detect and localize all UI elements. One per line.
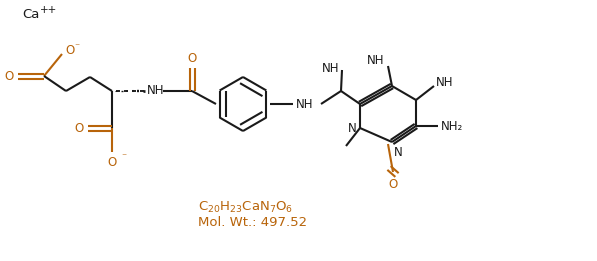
- Text: NH: NH: [367, 55, 384, 68]
- Text: Mol. Wt.: 497.52: Mol. Wt.: 497.52: [198, 216, 307, 228]
- Text: O: O: [389, 178, 398, 191]
- Text: ⁻: ⁻: [121, 152, 126, 162]
- Text: O: O: [5, 69, 14, 82]
- Text: O: O: [75, 122, 84, 134]
- Text: O: O: [187, 52, 196, 65]
- Text: C$_{20}$H$_{23}$CaN$_{7}$O$_{6}$: C$_{20}$H$_{23}$CaN$_{7}$O$_{6}$: [198, 199, 293, 215]
- Text: ⁻: ⁻: [74, 42, 79, 52]
- Text: O: O: [65, 44, 74, 57]
- Text: O: O: [107, 156, 116, 169]
- Text: Ca: Ca: [22, 8, 39, 21]
- Text: NH₂: NH₂: [441, 120, 463, 133]
- Text: ++: ++: [40, 5, 57, 15]
- Text: NH: NH: [436, 76, 454, 90]
- Text: NH: NH: [147, 85, 165, 98]
- Text: NH: NH: [322, 62, 339, 74]
- Text: N: N: [394, 146, 403, 159]
- Text: N: N: [348, 122, 357, 134]
- Text: NH: NH: [296, 98, 313, 110]
